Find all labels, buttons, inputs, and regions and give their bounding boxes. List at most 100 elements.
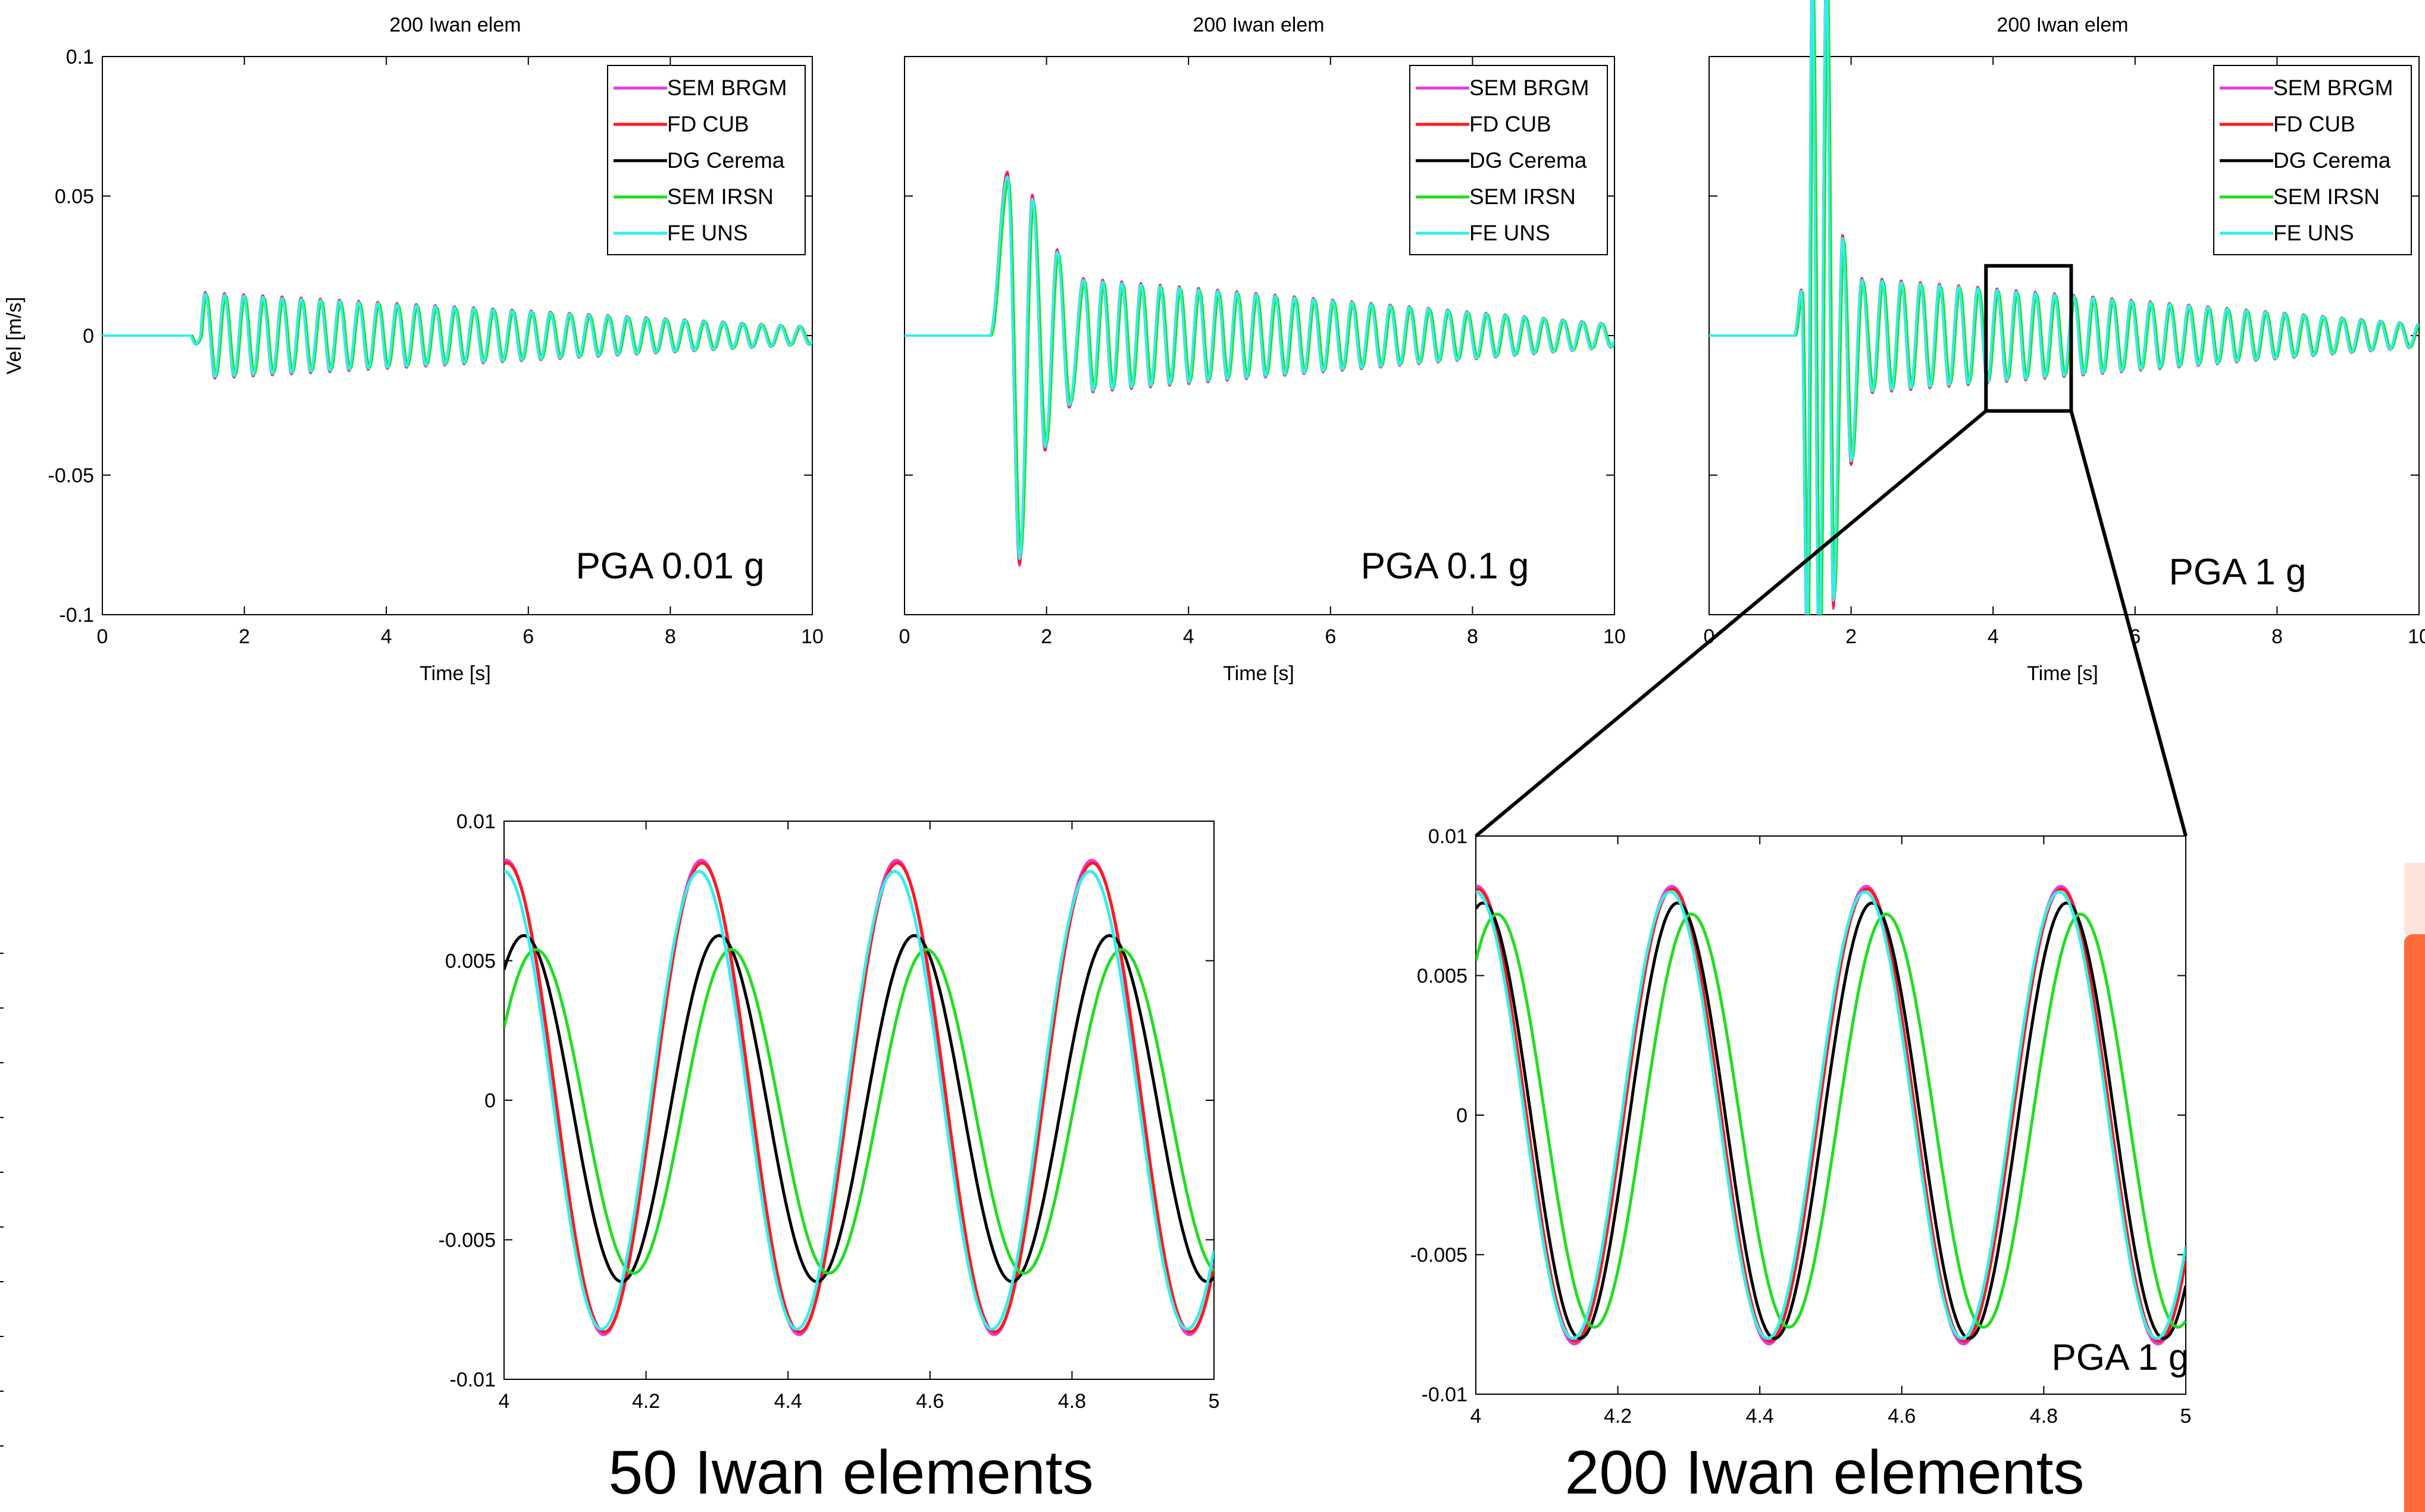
x-tick-label: 2: [1041, 625, 1052, 648]
panel-pga-01: 200 Iwan elem 0 2 4 6 8 10 Time [s] PGA 0.1 g…: [899, 14, 1626, 685]
x-tick-label: 4: [1470, 1405, 1482, 1428]
legend-label-sem-brgm: SEM BRGM: [667, 76, 787, 100]
x-tick-label: 10: [2408, 625, 2425, 648]
zoom-indicator: [1475, 264, 2188, 838]
legend: SEM BRGM FD CUB DG Cerema SEM IRSN FE UN…: [607, 65, 806, 255]
series-line-fd-cub: [1476, 887, 2186, 1343]
y-tick-label: 0.1: [66, 46, 94, 68]
series-lines: [1476, 884, 2186, 1346]
x-tick-label: 0: [97, 625, 108, 648]
left-edge-marks: [0, 953, 4, 1447]
x-tick-label: 4: [1988, 625, 1999, 648]
series-lines: [905, 170, 1614, 567]
pga-annotation: PGA 0.1 g: [1361, 546, 1529, 587]
legend-label-fe-uns: FE UNS: [667, 221, 748, 245]
series-lines: [1709, 0, 2419, 615]
axis-ticks: 4 4.2 4.4 4.6 4.8 5 -0.01 -0.005 0 0.005 0.01: [439, 810, 1220, 1413]
series-line-sem-brgm: [1476, 884, 2186, 1346]
panel-caption: 200 Iwan elements: [1565, 1438, 2085, 1507]
x-tick-label: 4.8: [2030, 1405, 2058, 1428]
x-tick-label: 4: [381, 625, 392, 648]
legend-label-dg-cerema: DG Cerema: [2273, 148, 2391, 173]
zoom-connector-right: [2069, 410, 2188, 837]
panel-title: 200 Iwan elem: [1997, 14, 2128, 36]
x-tick-label: 4: [1183, 625, 1194, 648]
x-tick-label: 8: [665, 625, 676, 648]
y-tick-label: 0.05: [55, 186, 94, 208]
panel-title: 200 Iwan elem: [389, 14, 521, 36]
y-tick-label: -0.1: [59, 604, 94, 627]
y-tick-label: -0.01: [1422, 1383, 1468, 1406]
legend-label-sem-irsn: SEM IRSN: [667, 184, 774, 209]
y-tick-label: 0: [1456, 1104, 1467, 1127]
legend-label-sem-irsn: SEM IRSN: [2273, 184, 2380, 209]
x-tick-label: 4.2: [1604, 1405, 1632, 1428]
series-line-fe-uns: [905, 175, 1614, 561]
series-line-fd-cub: [504, 861, 1214, 1333]
x-tick-label: 10: [1603, 625, 1626, 648]
x-tick-label: 6: [522, 625, 534, 648]
zoom-panel-50-iwan: 4 4.2 4.4 4.6 4.8 5 -0.01 -0.005 0 0.005 0.01 50 I…: [439, 810, 1220, 1507]
legend-label-fe-uns: FE UNS: [2273, 221, 2354, 245]
series-line-fe-uns: [1476, 890, 2186, 1340]
x-tick-label: 5: [1209, 1390, 1220, 1413]
x-axis-label: Time [s]: [2027, 662, 2098, 685]
axis-ticks: 4 4.2 4.4 4.6 4.8 5 -0.01 -0.005 0 0.005 0.01: [1410, 825, 2192, 1428]
panel-pga-1: 200 Iwan elem 0 2 4 6 8 10 Time [s] PGA 1 g S…: [1704, 0, 2425, 685]
zoom-connector-left: [1475, 409, 1988, 838]
y-tick-label: -0.01: [450, 1369, 496, 1391]
legend-label-dg-cerema: DG Cerema: [667, 148, 785, 173]
legend-label-fd-cub: FD CUB: [667, 112, 749, 136]
accent-bar: [2404, 934, 2425, 1512]
y-tick-label: 0.01: [1428, 825, 1467, 848]
x-axis-label: Time [s]: [1223, 662, 1294, 685]
axis-ticks: 0 2 4 6 8 10 -0.1 -0.05 0 0.05 0.1: [48, 46, 824, 648]
y-tick-label: -0.005: [439, 1229, 496, 1252]
zoom-panel-200-iwan: 4 4.2 4.4 4.6 4.8 5 -0.01 -0.005 0 0.005 0.01 PGA …: [1410, 825, 2192, 1507]
y-axis-label: Vel [m/s]: [3, 297, 26, 374]
series-line-fe-uns: [1709, 0, 2419, 615]
accent-bar-light: [2404, 863, 2425, 934]
y-tick-label: 0.005: [1417, 965, 1467, 988]
series-line-sem-irsn: [102, 293, 812, 377]
x-tick-label: 4.2: [632, 1390, 660, 1413]
legend-label-sem-brgm: SEM BRGM: [2273, 76, 2393, 100]
series-line-sem-irsn: [1476, 912, 2186, 1329]
legend-label-fd-cub: FD CUB: [2273, 112, 2355, 136]
series-line-sem-brgm: [504, 859, 1214, 1336]
legend-label-fe-uns: FE UNS: [1469, 221, 1550, 245]
panel-title: 200 Iwan elem: [1193, 14, 1324, 36]
series-line-fe-uns: [504, 869, 1214, 1331]
series-line-fe-uns: [102, 292, 812, 378]
pga-annotation: PGA 1 g: [2052, 1337, 2189, 1378]
y-tick-label: 0: [83, 325, 94, 348]
x-tick-label: 10: [801, 625, 824, 648]
y-tick-label: -0.005: [1410, 1244, 1467, 1267]
series-lines: [504, 859, 1214, 1336]
x-tick-label: 4.6: [916, 1390, 944, 1413]
series-line-sem-irsn: [1709, 0, 2419, 615]
x-tick-label: 4.4: [1746, 1405, 1774, 1428]
pga-annotation: PGA 1 g: [2169, 552, 2307, 593]
x-tick-label: 2: [239, 625, 250, 648]
x-tick-label: 4.4: [774, 1390, 802, 1413]
x-tick-label: 2: [1845, 625, 1857, 648]
y-tick-label: 0: [484, 1090, 496, 1112]
x-tick-label: 0: [899, 625, 910, 648]
series-lines: [102, 290, 812, 380]
legend: SEM BRGM FD CUB DG Cerema SEM IRSN FE UN…: [2213, 65, 2412, 255]
x-tick-label: 4.6: [1888, 1405, 1916, 1428]
panel-caption: 50 Iwan elements: [608, 1438, 1093, 1507]
zoom-box: [1984, 264, 2073, 413]
x-tick-label: 4.8: [1058, 1390, 1086, 1413]
y-tick-label: 0.01: [456, 810, 496, 833]
x-tick-label: 4: [499, 1390, 510, 1413]
y-tick-label: -0.05: [48, 465, 95, 487]
side-accent-bar: [2404, 863, 2425, 1512]
series-line-dg-cerema: [1476, 901, 2186, 1340]
legend-label-dg-cerema: DG Cerema: [1469, 148, 1587, 173]
legend-label-sem-irsn: SEM IRSN: [1469, 184, 1576, 209]
x-tick-label: 6: [1325, 625, 1336, 648]
legend: SEM BRGM FD CUB DG Cerema SEM IRSN FE UN…: [1409, 65, 1608, 255]
